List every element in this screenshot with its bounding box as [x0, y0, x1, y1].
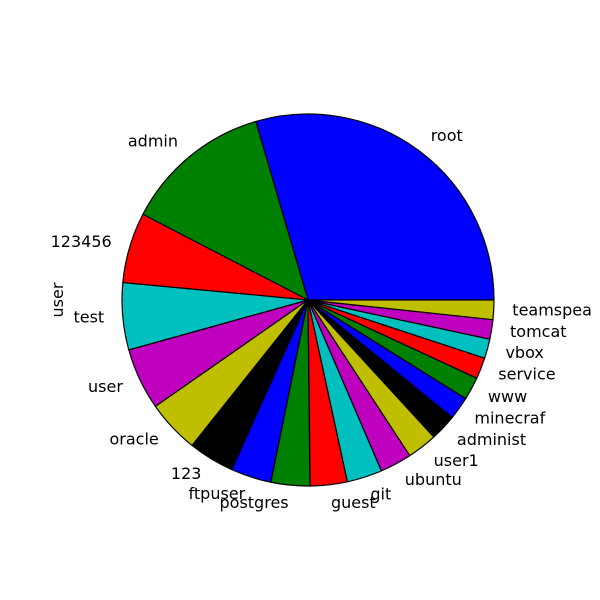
pie-labels: root admin 123456 test user oracle 123ftpuserp…: [51, 126, 592, 512]
pie-label-www: www: [488, 387, 527, 406]
pie-label-user1: user1: [434, 451, 479, 470]
pie-slices: [121, 113, 495, 487]
pie-label-123: 123: [171, 464, 202, 483]
pie-label-administ: administ: [457, 430, 526, 449]
pie-label-guest: guest: [331, 493, 376, 512]
pie-label-root: root: [431, 126, 463, 145]
pie-label-ubuntu: ubuntu: [405, 470, 462, 489]
pie-label-service: service: [498, 365, 555, 384]
pie-label-vbox: vbox: [505, 343, 543, 362]
pie-label-git: git: [370, 484, 391, 503]
pie-label-postgres: postgres: [220, 493, 289, 512]
pie-label-admin: admin: [128, 132, 178, 151]
pie-label-ftpuser: ftpuser: [189, 484, 246, 503]
pie-label-test: test: [73, 308, 104, 327]
pie-label-123456: 123456: [51, 232, 112, 251]
pie-slice-admin: [142, 120, 309, 301]
pie-label-teamspea: teamspea: [512, 300, 592, 319]
pie-slice-root: [255, 113, 495, 301]
y-axis-label: user: [48, 282, 67, 317]
pie-label-tomcat: tomcat: [510, 322, 567, 341]
pie-label-oracle: oracle: [110, 429, 159, 448]
pie-label-user: user: [88, 377, 123, 396]
pie-slice-teamspea: [307, 299, 495, 321]
pie-label-minecraf: minecraf: [474, 409, 545, 428]
